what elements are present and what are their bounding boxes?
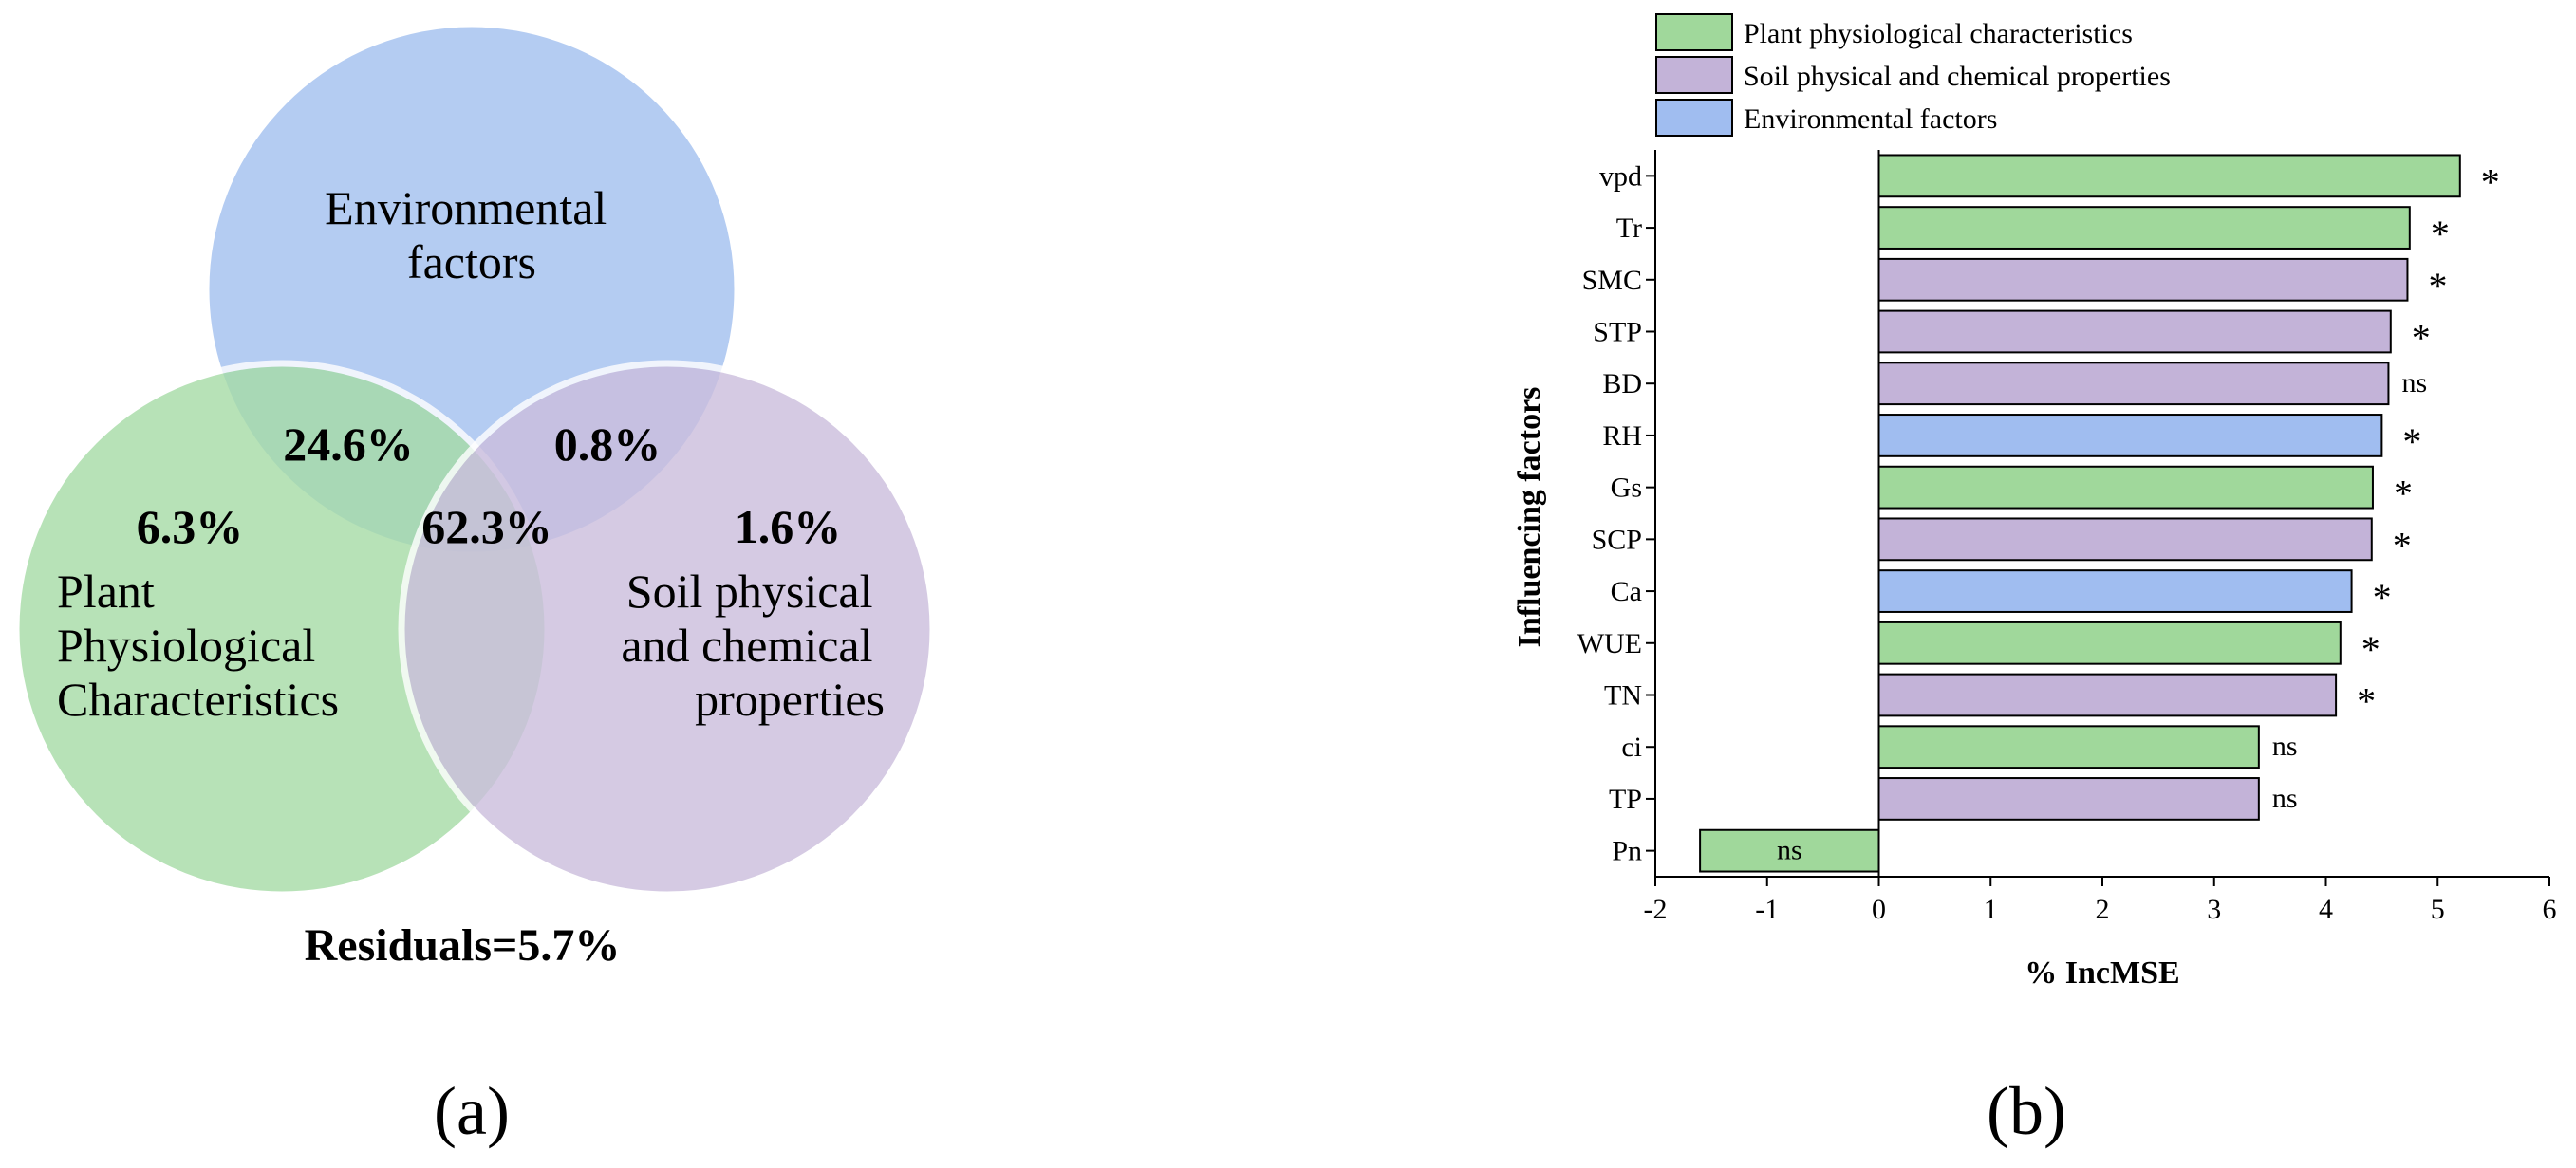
bar-Gs [1877, 465, 2374, 510]
y-tick-label-Pn: Pn [1612, 836, 1642, 867]
venn-residuals: Residuals=5.7% [305, 920, 621, 971]
y-tick-label-STP: STP [1593, 317, 1642, 348]
bar-SCP [1877, 517, 2373, 562]
x-tick-label--1: -1 [1755, 894, 1779, 925]
bar-STP [1877, 309, 2392, 354]
x-tick-label-0: 0 [1872, 894, 1886, 925]
legend-swatch-2 [1655, 56, 1733, 94]
y-tick-label-ci: ci [1621, 732, 1642, 763]
legend-swatch-1 [1655, 13, 1733, 51]
sig-label-STP: * [2412, 317, 2431, 360]
x-tick-label-2: 2 [2096, 894, 2110, 925]
sig-label-SMC: * [2428, 265, 2447, 307]
venn-pct-soil-only: 1.6% [735, 500, 842, 553]
legend-swatch-3 [1655, 99, 1733, 137]
bar-ci [1877, 725, 2260, 769]
y-axis-title: Influencing factors [1512, 387, 1547, 648]
sig-label-Ca: * [2373, 576, 2392, 619]
bar-Ca [1877, 569, 2353, 613]
y-tick-label-SCP: SCP [1592, 524, 1642, 555]
x-tick-label-1: 1 [1984, 894, 1998, 925]
bar-RH [1877, 414, 2383, 457]
bar-SMC [1877, 257, 2409, 302]
y-tick-label-BD: BD [1602, 368, 1642, 399]
venn-diagram: Environmental factors Plant Physiologica… [12, 20, 937, 971]
panel-label-b: (b) [1987, 1073, 2066, 1149]
venn-label-environmental: Environmental factors [325, 181, 619, 288]
legend-label-1: Plant physiological characteristics [1744, 18, 2133, 49]
y-tick-label-Ca: Ca [1611, 576, 1642, 607]
sig-label-TP: ns [2272, 783, 2298, 814]
legend-label-2: Soil physical and chemical properties [1744, 61, 2171, 92]
sig-label-Tr: * [2431, 213, 2450, 255]
sig-label-vpd: * [2481, 160, 2500, 203]
bar-chart: Plant physiological characteristics Soil … [1512, 13, 2557, 991]
x-tick-label-5: 5 [2431, 894, 2445, 925]
venn-label-plant: Plant Physiological Characteristics [57, 565, 339, 726]
sig-label-BD: ns [2401, 367, 2427, 399]
bar-TP [1877, 777, 2260, 821]
legend-label-3: Environmental factors [1744, 103, 1997, 135]
venn-pct-all-three: 62.3% [421, 500, 552, 553]
venn-circle-soil [398, 360, 937, 899]
sig-label-SCP: * [2393, 524, 2412, 566]
venn-pct-env-soil: 0.8% [554, 417, 662, 471]
y-tick-label-TP: TP [1609, 784, 1642, 815]
sig-label-Gs: * [2394, 473, 2413, 515]
sig-label-RH: * [2402, 420, 2421, 463]
sig-label-Pn: ns [1777, 835, 1802, 866]
chart-legend: Plant physiological characteristics Soil … [1655, 13, 2171, 137]
venn-pct-plant-only: 6.3% [137, 500, 244, 553]
bar-WUE [1877, 621, 2342, 665]
panel-label-a: (a) [434, 1073, 510, 1149]
bar-Tr [1877, 206, 2411, 250]
y-tick-label-WUE: WUE [1577, 628, 1642, 659]
y-tick-label-TN: TN [1604, 680, 1642, 712]
bar-BD [1877, 362, 2390, 406]
x-tick-label--2: -2 [1644, 894, 1668, 925]
x-tick-label-4: 4 [2319, 894, 2333, 925]
sig-label-WUE: * [2361, 628, 2380, 671]
y-tick-label-Gs: Gs [1611, 473, 1642, 504]
bar-vpd [1877, 154, 2461, 198]
venn-pct-plant-env: 24.6% [283, 417, 414, 471]
x-tick-label-3: 3 [2207, 894, 2221, 925]
bar-TN [1877, 673, 2338, 717]
chart-axes: vpd Tr SMC STP BD RH Gs SCP Ca WUE TN ci TP Pn-2 -1 0 1 2… [1577, 150, 2557, 925]
y-tick-label-Tr: Tr [1616, 213, 1642, 244]
x-axis-title: % IncMSE [2025, 955, 2179, 991]
venn-label-soil: Soil physical and chemical properties [621, 565, 885, 726]
y-tick-label-vpd: vpd [1599, 160, 1642, 192]
y-tick-label-RH: RH [1602, 420, 1642, 452]
y-tick-label-SMC: SMC [1582, 265, 1642, 296]
sig-label-ci: ns [2272, 731, 2298, 762]
sig-label-TN: * [2357, 680, 2376, 723]
x-tick-label-6: 6 [2543, 894, 2557, 925]
